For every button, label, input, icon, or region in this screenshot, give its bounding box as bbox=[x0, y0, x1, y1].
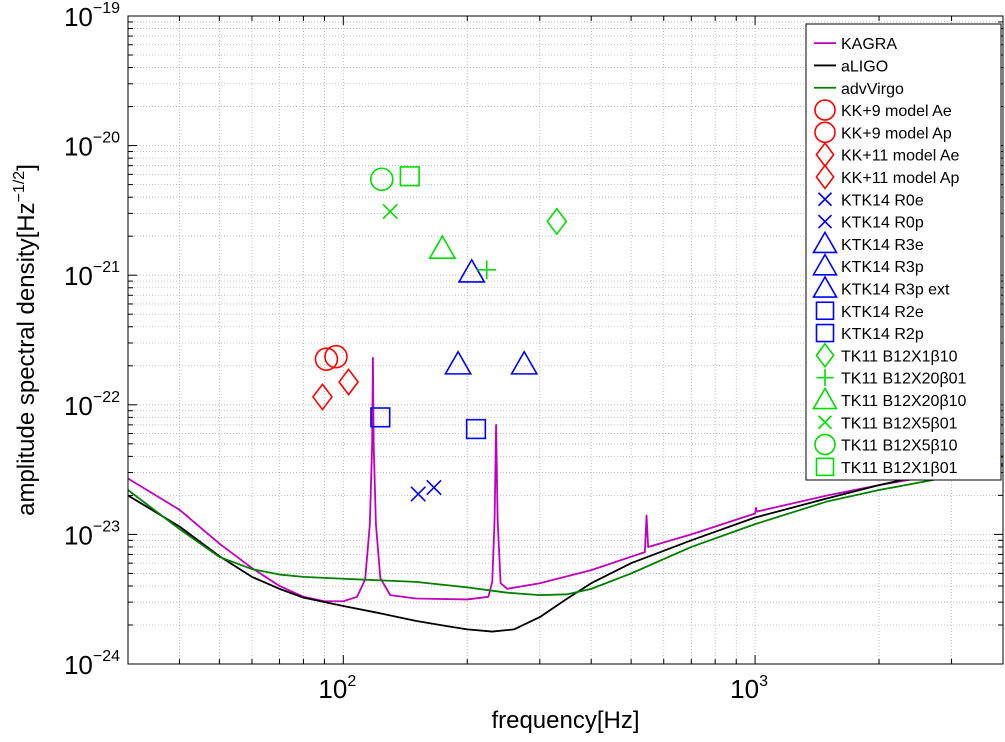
marker-KK+9 model Ae bbox=[314, 347, 339, 371]
legend-label: aLIGO bbox=[841, 58, 888, 75]
legend: KAGRA aLIGO advVirgo KK+9 model Ae KK+9 mode… bbox=[805, 23, 1002, 481]
legend-label: KTK14 R3p bbox=[841, 259, 924, 276]
legend-box bbox=[805, 23, 1002, 481]
legend-marker-KTK14 R3p bbox=[812, 253, 838, 276]
marker-TK11 B12X5β01 bbox=[382, 203, 398, 220]
legend-marker-TK11 B12X20β01 bbox=[816, 369, 834, 387]
y-axis-label-exponent: −1/2 bbox=[11, 171, 28, 203]
marker-KTK14 R0e bbox=[410, 486, 426, 502]
legend-marker-KTK14 R0p bbox=[817, 214, 833, 229]
legend-marker-TK11 B12X1β10 bbox=[815, 342, 835, 369]
legend-label: KK+9 model Ap bbox=[841, 125, 952, 142]
y-tick-label: 10−22 bbox=[64, 389, 120, 421]
y-tick-base: 10 bbox=[64, 391, 93, 421]
legend-label: TK11 B12X5β01 bbox=[841, 415, 958, 432]
marker-KK+11 model Ae bbox=[311, 382, 333, 411]
legend-label: TK11 B12X5β10 bbox=[841, 438, 958, 455]
y-tick-base: 10 bbox=[64, 132, 93, 162]
legend-marker-KTK14 R2p bbox=[815, 323, 835, 343]
marker-TK11 B12X20β01 bbox=[477, 260, 497, 280]
marker-KTK14 R3p ext bbox=[510, 350, 539, 375]
data-markers bbox=[311, 166, 568, 502]
y-tick-label: 10−19 bbox=[64, 0, 120, 32]
x-tick-label: 102 bbox=[318, 673, 356, 704]
y-axis-label-close: ] bbox=[13, 164, 40, 171]
marker-TK11 B12X20β10 bbox=[428, 234, 457, 260]
legend-label: KK+9 model Ae bbox=[841, 103, 952, 120]
legend-label: KTK14 R3e bbox=[841, 237, 924, 254]
y-tick-base: 10 bbox=[64, 261, 93, 291]
x-tick-exponent: 3 bbox=[759, 673, 768, 690]
plot-area-frame bbox=[127, 15, 1004, 665]
legend-label: KTK14 R0e bbox=[841, 192, 924, 209]
y-tick-exponent: −19 bbox=[93, 0, 120, 17]
legend-marker-TK11 B12X5β10 bbox=[814, 433, 836, 456]
legend-label: TK11 B12X1β01 bbox=[841, 460, 958, 477]
marker-TK11 B12X1β01 bbox=[399, 166, 420, 187]
marker-KTK14 R3e bbox=[457, 258, 486, 283]
y-tick-base: 10 bbox=[64, 2, 93, 32]
marker-KTK14 R2e bbox=[370, 407, 391, 428]
marker-KK+11 model Ap bbox=[338, 367, 360, 396]
legend-label: KTK14 R2e bbox=[841, 304, 924, 321]
legend-label: advVirgo bbox=[841, 81, 904, 98]
marker-KTK14 R2p bbox=[465, 418, 487, 440]
x-axis-label: frequency[Hz] bbox=[491, 707, 639, 734]
marker-KTK14 R3p bbox=[444, 350, 473, 375]
legend-label: KAGRA bbox=[841, 36, 897, 53]
legend-marker-KTK14 R2e bbox=[815, 301, 835, 321]
curve-aLIGO bbox=[128, 455, 1003, 633]
legend-label: KTK14 R2p bbox=[841, 326, 924, 343]
legend-marker-TK11 B12X5β01 bbox=[817, 415, 833, 430]
x-tick-base: 10 bbox=[730, 674, 759, 704]
legend-marker-KTK14 R3p ext bbox=[812, 275, 838, 298]
legend-label: TK11 B12X20β10 bbox=[841, 393, 967, 410]
y-tick-label: 10−24 bbox=[64, 648, 120, 680]
legend-marker-TK11 B12X1β01 bbox=[815, 457, 835, 477]
x-tick-exponent: 2 bbox=[347, 673, 356, 690]
legend-marker-KK+9 model Ae bbox=[814, 99, 836, 121]
legend-label: KK+11 model Ae bbox=[841, 148, 960, 165]
legend-label: KTK14 R0p bbox=[841, 215, 924, 232]
y-tick-exponent: −24 bbox=[93, 648, 120, 665]
x-tick-base: 10 bbox=[318, 674, 347, 704]
y-tick-exponent: −20 bbox=[93, 130, 120, 147]
y-tick-label: 10−21 bbox=[64, 259, 120, 291]
curve-KAGRA bbox=[128, 357, 1003, 603]
y-tick-base: 10 bbox=[64, 650, 93, 680]
x-tick-label: 103 bbox=[730, 673, 768, 704]
legend-marker-KK+11 model Ap bbox=[815, 164, 835, 190]
y-axis-label-main: amplitude spectral density[Hz bbox=[13, 202, 40, 515]
legend-marker-KTK14 R0e bbox=[817, 192, 833, 207]
y-tick-label: 10−23 bbox=[64, 518, 120, 550]
y-tick-exponent: −23 bbox=[93, 518, 120, 535]
legend-label: TK11 B12X1β10 bbox=[841, 348, 958, 365]
y-tick-exponent: −22 bbox=[93, 389, 120, 406]
legend-marker-TK11 B12X20β10 bbox=[812, 386, 838, 410]
curves bbox=[128, 357, 1003, 633]
y-tick-exponent: −21 bbox=[93, 259, 120, 276]
y-tick-base: 10 bbox=[64, 520, 93, 550]
marker-KTK14 R0p bbox=[426, 479, 442, 496]
legend-label: TK11 B12X20β01 bbox=[841, 371, 967, 388]
y-tick-label: 10−20 bbox=[64, 130, 120, 162]
legend-label: KK+11 model Ap bbox=[841, 170, 960, 187]
marker-TK11 B12X1β10 bbox=[546, 207, 568, 236]
y-axis-label: amplitude spectral density[Hz−1/2] bbox=[11, 164, 40, 516]
marker-KK+9 model Ap bbox=[324, 344, 348, 369]
legend-marker-KTK14 R3e bbox=[812, 230, 838, 254]
marker-TK11 B12X5β10 bbox=[369, 167, 394, 192]
curve-advVirgo bbox=[128, 464, 1003, 597]
legend-label: KTK14 R3p ext bbox=[841, 281, 950, 298]
